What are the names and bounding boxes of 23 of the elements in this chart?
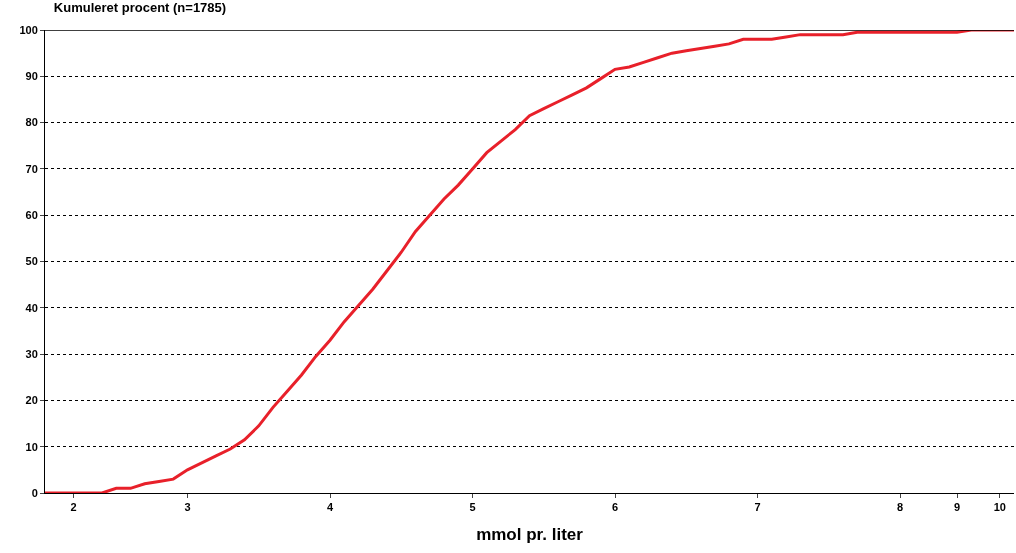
chart-title: Kumuleret procent (n=1785) [53, 0, 227, 15]
x-tick-label: 3 [184, 501, 191, 514]
y-tick-label: 70 [25, 162, 38, 175]
x-axis-title: mmol pr. liter [476, 524, 584, 544]
y-tick-label: 40 [25, 301, 38, 314]
y-tick-label: 90 [25, 70, 38, 83]
x-tick-label: 6 [611, 501, 619, 514]
line-series [45, 30, 1014, 493]
y-tick-label: 30 [25, 347, 38, 360]
x-tick-label: 10 [993, 501, 1006, 514]
y-tick-label: 10 [25, 440, 38, 453]
x-tick-label: 2 [70, 501, 77, 514]
y-tick-label: 0 [31, 486, 38, 499]
y-tick-label: 20 [25, 394, 38, 407]
x-tick-label: 8 [896, 501, 904, 514]
y-tick-label: 60 [25, 209, 38, 222]
x-tick-label: 9 [953, 501, 961, 514]
x-tick-label: 4 [326, 501, 334, 514]
y-tick-label: 50 [25, 255, 38, 268]
y-tick-label: 80 [25, 116, 38, 129]
y-tick-label: 100 [19, 23, 38, 36]
x-tick-label: 7 [754, 501, 761, 514]
x-tick-label: 5 [469, 501, 476, 514]
